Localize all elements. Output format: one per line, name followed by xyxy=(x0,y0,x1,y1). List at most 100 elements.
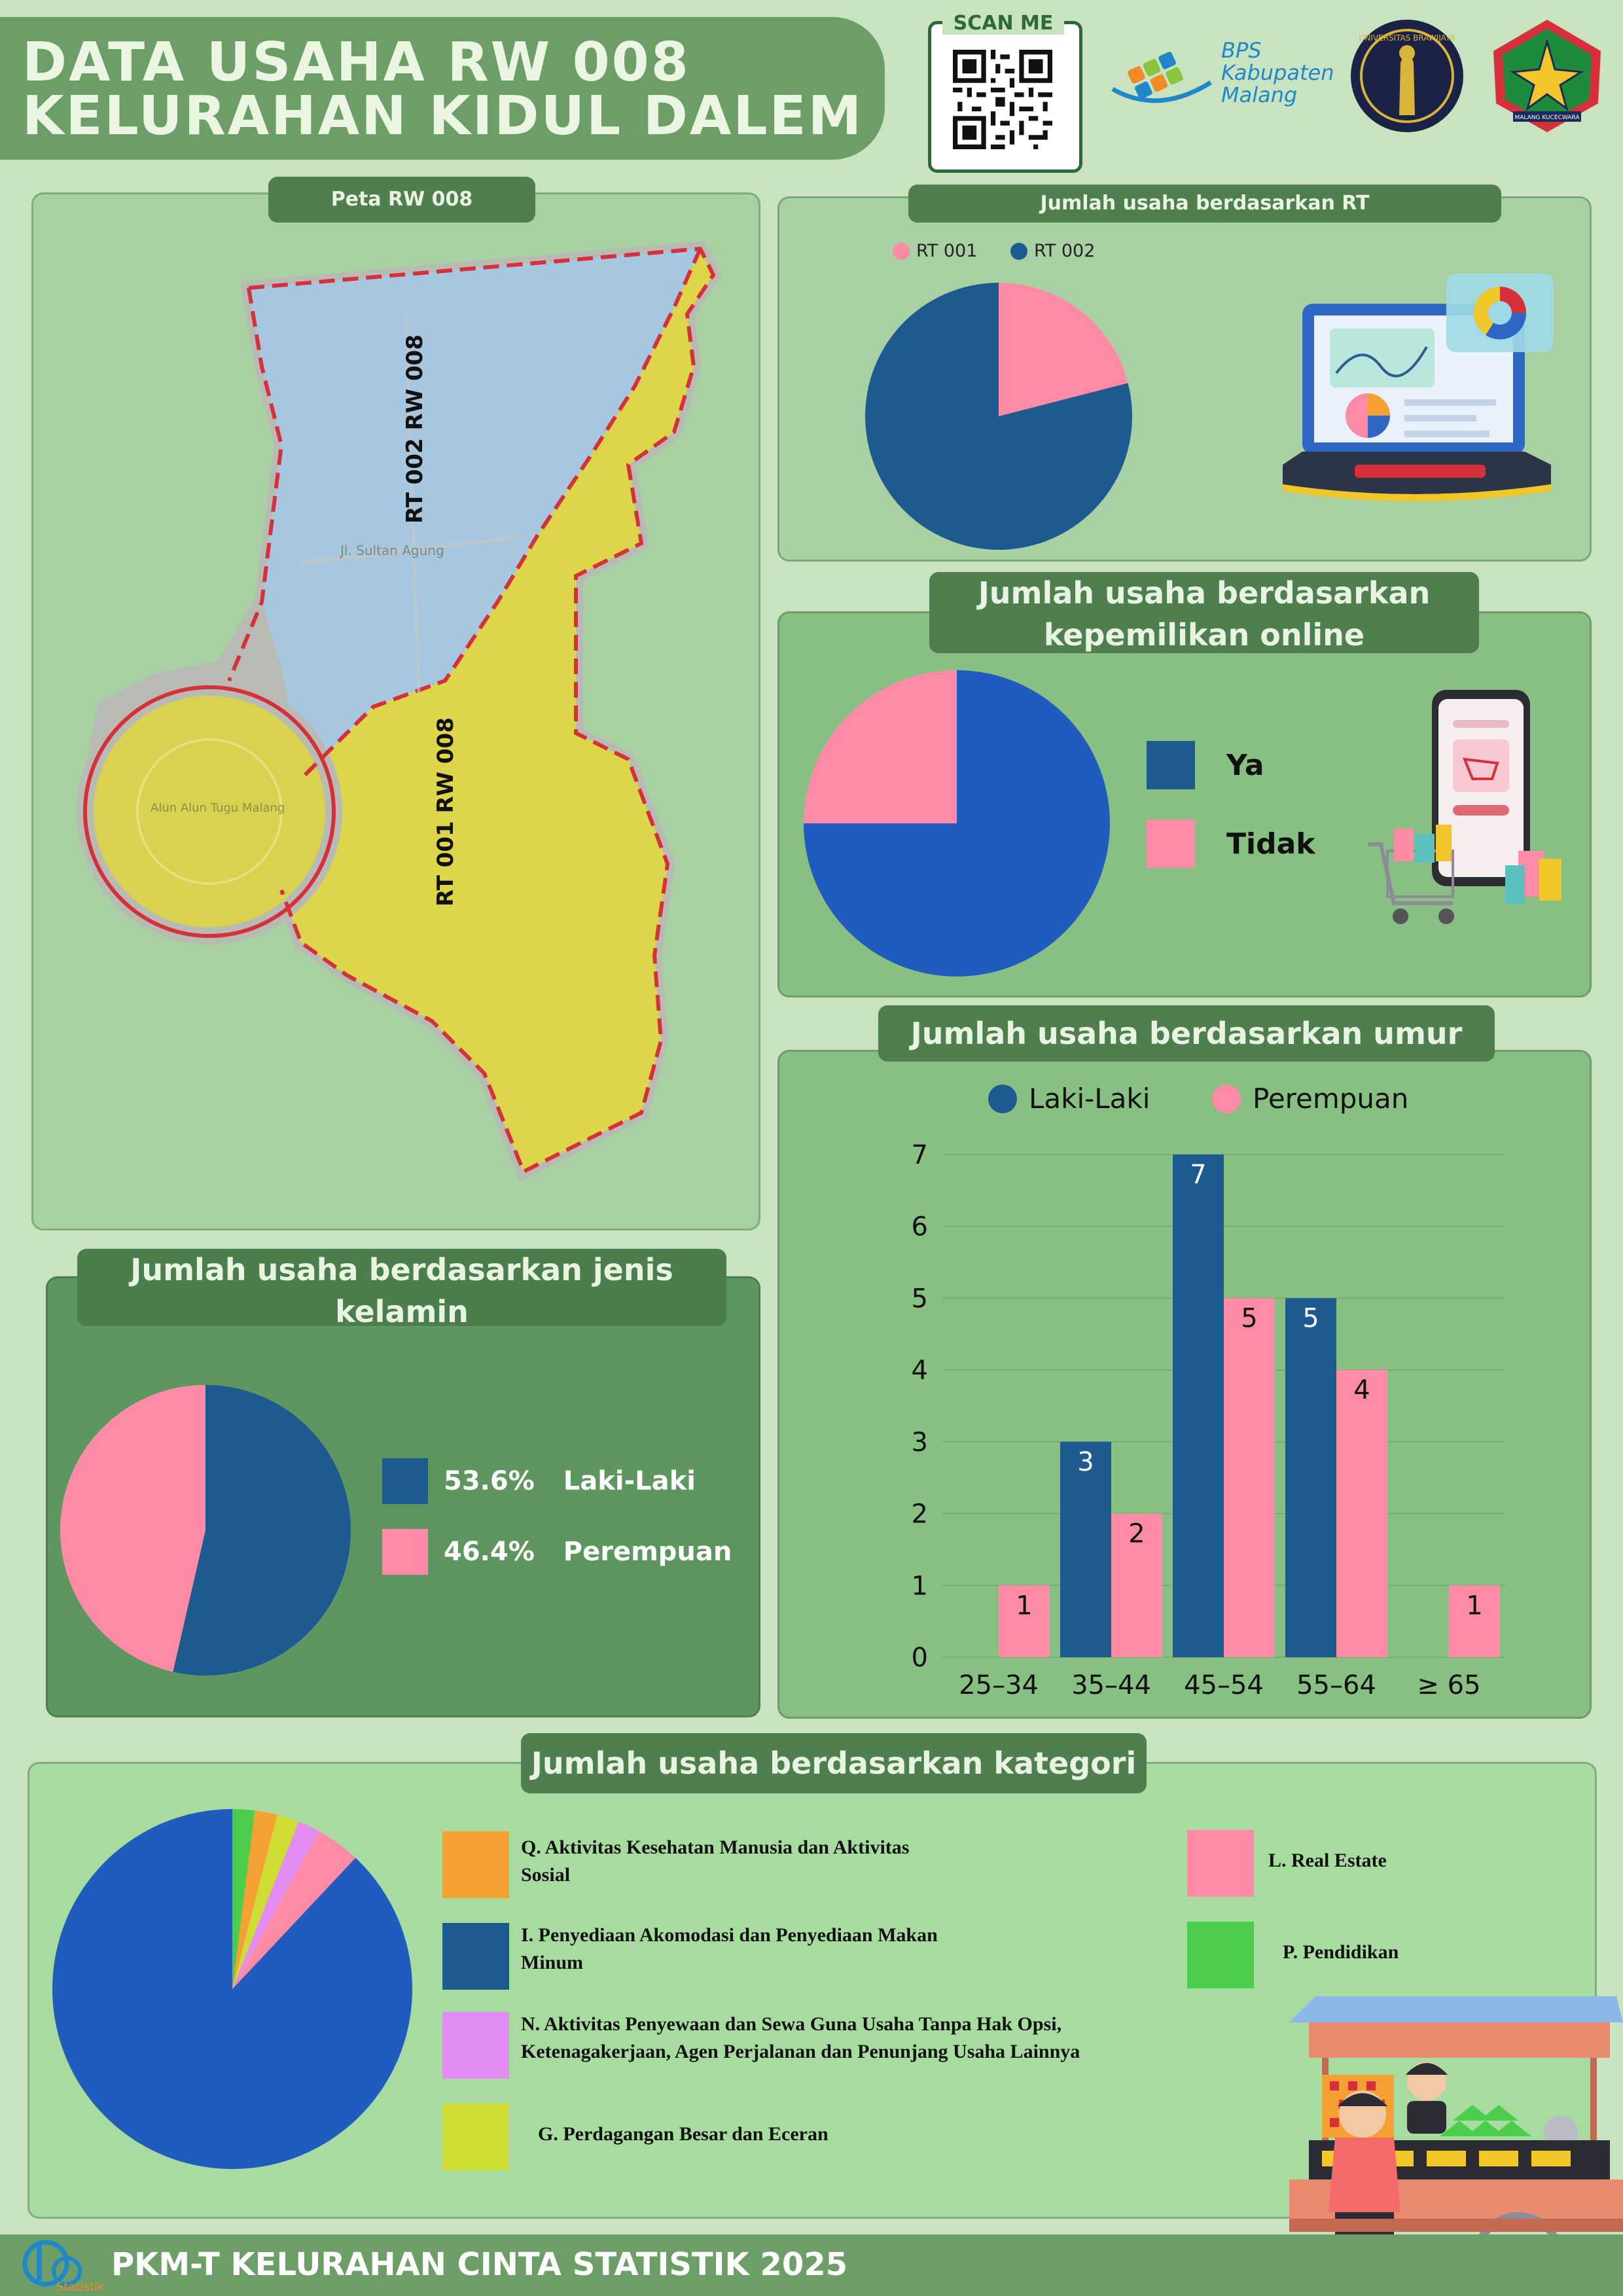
age-legend-perempuan: Perempuan xyxy=(1253,1083,1409,1115)
perempuan-swatch xyxy=(1212,1084,1241,1113)
age-xtick-label: ≥ 65 xyxy=(1417,1670,1480,1700)
cat-g-label: G. Perdagangan Besar dan Eceran xyxy=(538,2123,829,2145)
cat-p-label: P. Pendidikan xyxy=(1283,1941,1399,1963)
category-chart-title: Jumlah usaha berdasarkan kategori xyxy=(521,1733,1147,1793)
age-bar-value-label: 4 xyxy=(1353,1375,1370,1405)
age-bar-perempuan xyxy=(999,1585,1050,1657)
statistik-logo-text: Statistik xyxy=(56,2280,105,2294)
age-bar-laki xyxy=(1285,1298,1336,1657)
rt-pie-chart xyxy=(865,283,1132,550)
online-pie-chart xyxy=(804,670,1110,977)
qr-code-icon xyxy=(953,50,1052,149)
age-ytick-label: 3 xyxy=(912,1427,928,1458)
age-bar-perempuan xyxy=(1449,1585,1500,1657)
brawijaya-seal-icon: UNIVERSITAS BRAWIJAYA xyxy=(1351,20,1463,132)
age-xtick-label: 55–64 xyxy=(1296,1670,1376,1700)
age-bar-value-label: 1 xyxy=(1016,1590,1032,1621)
cat-n-label-line1: N. Aktivitas Penyewaan dan Sewa Guna Usa… xyxy=(521,2013,1062,2035)
age-ytick-label: 1 xyxy=(912,1571,928,1601)
gender-laki-swatch xyxy=(382,1458,428,1504)
age-xtick-label: 45–54 xyxy=(1184,1670,1264,1700)
category-slice-1 xyxy=(232,1831,356,1989)
footer-bar xyxy=(0,2234,1623,2296)
malang-seal-icon: MALANG KUCECWARA xyxy=(1493,20,1601,132)
age-bar-chart: 0 1 2 3 4 5 6 7 1 25–34 3 2 35–44 7 5 45–54 5 4 55–64 1 ≥ 65 xyxy=(912,1140,1505,1700)
rt-slice-0 xyxy=(999,283,1128,416)
rt-legend-item-rt002: RT 002 xyxy=(1010,241,1095,261)
online-legend-item-ya: Ya xyxy=(1147,741,1264,789)
category-slice-4 xyxy=(232,1810,277,1989)
statistik-logo-icon: Statistik xyxy=(22,2240,105,2294)
cat-p-swatch xyxy=(1187,1922,1254,1988)
scan-me-label: SCAN ME xyxy=(942,12,1064,35)
rt-legend-item-rt001: RT 001 xyxy=(893,241,977,261)
rw-008-map[interactable]: Jl. Sultan Agung Alun Alun Tugu Malang R… xyxy=(65,236,733,1191)
age-legend-item-laki: Laki-Laki xyxy=(988,1083,1150,1115)
cat-n-swatch xyxy=(442,2012,509,2079)
cat-n-label-line2: Ketenagakerjaan, Agen Perjalanan dan Pen… xyxy=(521,2041,1080,2062)
rt002-swatch xyxy=(1010,242,1027,260)
ya-swatch xyxy=(1147,741,1195,789)
rt002-legend-label: RT 002 xyxy=(1034,241,1096,261)
gender-laki-percent: 53.6% xyxy=(444,1466,535,1496)
cat-l-label: L. Real Estate xyxy=(1268,1850,1387,1871)
tidak-swatch xyxy=(1147,819,1195,868)
gender-laki-label: Laki-Laki xyxy=(563,1466,696,1496)
page-title-line2: KELURAHAN KIDUL DALEM xyxy=(22,85,864,147)
header-banner xyxy=(0,17,885,160)
age-bar-perempuan xyxy=(1111,1513,1162,1657)
age-bar-value-label: 5 xyxy=(1241,1303,1257,1333)
cat-l-swatch xyxy=(1187,1830,1254,1897)
bps-name-line1: BPS xyxy=(1221,38,1262,63)
age-legend-item-perempuan: Perempuan xyxy=(1212,1083,1408,1115)
bps-name-line2: Kabupaten xyxy=(1221,60,1334,85)
square-label: Alun Alun Tugu Malang xyxy=(151,801,285,815)
gender-perempuan-swatch xyxy=(382,1529,428,1575)
age-bar-value-label: 1 xyxy=(1466,1590,1482,1621)
rt-002-label: RT 002 RW 008 xyxy=(402,334,428,524)
gender-slice-1 xyxy=(60,1385,205,1672)
age-chart-title: Jumlah usaha berdasarkan umur xyxy=(878,1005,1495,1062)
laptop-dashboard-icon xyxy=(1283,274,1554,501)
category-pie-chart xyxy=(52,1809,412,2169)
gender-pie-chart xyxy=(60,1385,351,1676)
rt001-swatch xyxy=(893,242,910,260)
online-slice-1 xyxy=(804,670,1110,977)
footer-text: PKM-T KELURAHAN CINTA STATISTIK 2025 xyxy=(111,2246,848,2283)
gender-chart-title: Jumlah usaha berdasarkan jenis kelamin xyxy=(77,1249,726,1329)
age-ytick-label: 5 xyxy=(912,1283,928,1314)
age-bar-value-label: 2 xyxy=(1128,1519,1145,1549)
age-bar-perempuan xyxy=(1224,1298,1275,1657)
malang-seal-text: MALANG KUCECWARA xyxy=(1515,115,1580,121)
gender-legend-item-laki: 53.6% Laki-Laki xyxy=(382,1458,696,1504)
mobile-shopping-icon xyxy=(1368,690,1561,924)
age-bar-value-label: 3 xyxy=(1077,1447,1094,1477)
page-title-line1: DATA USAHA RW 008 xyxy=(22,31,690,94)
age-bar-laki xyxy=(1173,1155,1224,1657)
rw-boundary-line xyxy=(248,246,716,1175)
street-label: Jl. Sultan Agung xyxy=(339,543,444,558)
age-ytick-label: 6 xyxy=(912,1212,928,1242)
map-title: Peta RW 008 xyxy=(268,177,535,223)
brawijaya-seal-text: UNIVERSITAS BRAWIJAYA xyxy=(1359,33,1456,43)
cat-q-swatch xyxy=(442,1831,509,1898)
gender-legend-item-perempuan: 46.4% Perempuan xyxy=(382,1529,732,1575)
rt-001-label: RT 001 RW 008 xyxy=(433,717,459,906)
rt-001-area xyxy=(281,249,713,1172)
age-legend-laki: Laki-Laki xyxy=(1029,1083,1150,1115)
cat-g-swatch xyxy=(442,2104,509,2170)
bps-name-line3: Malang xyxy=(1221,82,1298,107)
online-chart-title-line2: kepemilikan online xyxy=(1043,617,1365,653)
online-legend-item-tidak: Tidak xyxy=(1147,819,1315,868)
gender-chart-title-line1: Jumlah usaha berdasarkan jenis xyxy=(130,1252,673,1287)
tidak-legend-label: Tidak xyxy=(1226,827,1315,861)
rt-002-area xyxy=(249,249,700,779)
age-xtick-label: 25–34 xyxy=(959,1670,1039,1700)
cat-q-label-line1: Q. Aktivitas Kesehatan Manusia dan Aktiv… xyxy=(521,1837,910,1858)
category-slice-5 xyxy=(232,1809,255,1989)
ya-legend-label: Ya xyxy=(1226,748,1264,782)
cat-i-swatch xyxy=(442,1923,509,1990)
age-bar-value-label: 7 xyxy=(1190,1160,1206,1190)
age-xtick-label: 35–44 xyxy=(1071,1670,1151,1700)
bps-logo-icon xyxy=(1111,52,1212,103)
